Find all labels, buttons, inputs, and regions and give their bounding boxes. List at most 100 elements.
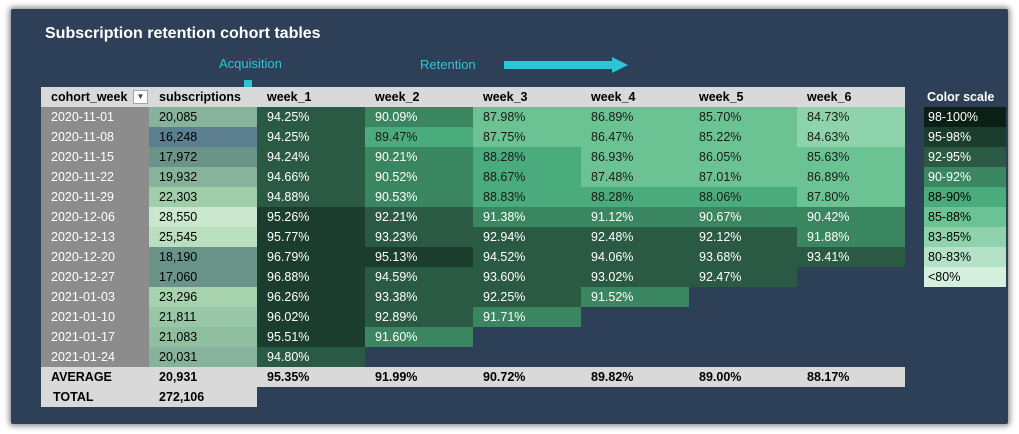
- cohort-week-cell[interactable]: 2020-12-27: [41, 267, 149, 287]
- subscriptions-cell[interactable]: 19,932: [149, 167, 257, 187]
- retention-cell-week-1[interactable]: 96.02%: [257, 307, 365, 327]
- retention-cell-week-5[interactable]: 90.67%: [689, 207, 797, 227]
- retention-cell-week-2[interactable]: 89.47%: [365, 127, 473, 147]
- dropdown-filter-icon[interactable]: ▼: [133, 90, 148, 104]
- retention-cell-week-5[interactable]: 92.47%: [689, 267, 797, 287]
- subscriptions-cell[interactable]: 17,060: [149, 267, 257, 287]
- retention-cell-week-3[interactable]: 91.71%: [473, 307, 581, 327]
- retention-cell-week-2[interactable]: 90.52%: [365, 167, 473, 187]
- subscriptions-cell[interactable]: 17,972: [149, 147, 257, 167]
- retention-cell-week-2[interactable]: 90.09%: [365, 107, 473, 127]
- retention-cell-week-6[interactable]: 87.80%: [797, 187, 905, 207]
- average-week-3[interactable]: 90.72%: [473, 367, 581, 387]
- retention-cell-week-6[interactable]: 93.41%: [797, 247, 905, 267]
- average-week-5[interactable]: 89.00%: [689, 367, 797, 387]
- retention-cell-week-4[interactable]: 94.06%: [581, 247, 689, 267]
- retention-cell-week-4[interactable]: 86.89%: [581, 107, 689, 127]
- retention-cell-week-4[interactable]: 91.12%: [581, 207, 689, 227]
- retention-cell-week-5[interactable]: 88.06%: [689, 187, 797, 207]
- retention-cell-week-1[interactable]: 94.25%: [257, 127, 365, 147]
- average-week-1[interactable]: 95.35%: [257, 367, 365, 387]
- retention-cell-week-1[interactable]: 95.77%: [257, 227, 365, 247]
- retention-cell-week-4[interactable]: 86.47%: [581, 127, 689, 147]
- retention-cell-week-5[interactable]: 93.68%: [689, 247, 797, 267]
- retention-cell-week-1[interactable]: 94.88%: [257, 187, 365, 207]
- cohort-week-cell[interactable]: 2020-11-01: [41, 107, 149, 127]
- retention-cell-week-4[interactable]: 93.02%: [581, 267, 689, 287]
- cohort-week-cell[interactable]: 2020-12-06: [41, 207, 149, 227]
- retention-cell-week-1[interactable]: 95.26%: [257, 207, 365, 227]
- retention-cell-week-6[interactable]: 86.89%: [797, 167, 905, 187]
- subscriptions-cell[interactable]: 16,248: [149, 127, 257, 147]
- retention-cell-week-1[interactable]: 96.88%: [257, 267, 365, 287]
- retention-cell-week-3[interactable]: 87.98%: [473, 107, 581, 127]
- average-week-4[interactable]: 89.82%: [581, 367, 689, 387]
- retention-cell-week-6[interactable]: 90.42%: [797, 207, 905, 227]
- retention-cell-week-3[interactable]: 87.75%: [473, 127, 581, 147]
- retention-cell-week-2[interactable]: 90.53%: [365, 187, 473, 207]
- retention-cell-week-2[interactable]: 93.38%: [365, 287, 473, 307]
- retention-cell-week-1[interactable]: 94.25%: [257, 107, 365, 127]
- cohort-week-cell[interactable]: 2020-11-22: [41, 167, 149, 187]
- cohort-week-cell[interactable]: 2020-11-15: [41, 147, 149, 167]
- retention-cell-week-2[interactable]: 92.89%: [365, 307, 473, 327]
- cohort-week-cell[interactable]: 2020-11-08: [41, 127, 149, 147]
- average-subscriptions[interactable]: 20,931: [149, 367, 257, 387]
- retention-cell-week-3[interactable]: 93.60%: [473, 267, 581, 287]
- retention-cell-week-3[interactable]: 94.52%: [473, 247, 581, 267]
- retention-cell-week-1[interactable]: 95.51%: [257, 327, 365, 347]
- cohort-week-cell[interactable]: 2021-01-10: [41, 307, 149, 327]
- cohort-week-cell[interactable]: 2021-01-17: [41, 327, 149, 347]
- subscriptions-cell[interactable]: 28,550: [149, 207, 257, 227]
- retention-cell-week-4[interactable]: 91.52%: [581, 287, 689, 307]
- subscriptions-cell[interactable]: 25,545: [149, 227, 257, 247]
- table-row: 2020-12-13 25,545 95.77% 93.23% 92.94% 92.48%…: [41, 227, 905, 247]
- retention-cell-week-2[interactable]: 90.21%: [365, 147, 473, 167]
- retention-cell-week-2[interactable]: 92.21%: [365, 207, 473, 227]
- subscriptions-cell[interactable]: 21,811: [149, 307, 257, 327]
- average-week-2[interactable]: 91.99%: [365, 367, 473, 387]
- cohort-week-cell[interactable]: 2021-01-24: [41, 347, 149, 367]
- cohort-week-cell[interactable]: 2020-12-20: [41, 247, 149, 267]
- retention-cell-week-1[interactable]: 96.26%: [257, 287, 365, 307]
- retention-cell-week-2[interactable]: 95.13%: [365, 247, 473, 267]
- retention-cell-week-6[interactable]: 84.73%: [797, 107, 905, 127]
- total-subscriptions[interactable]: 272,106: [149, 387, 257, 407]
- retention-cell-week-1[interactable]: 94.80%: [257, 347, 365, 367]
- retention-cell-week-4[interactable]: 92.48%: [581, 227, 689, 247]
- retention-cell-week-2[interactable]: 91.60%: [365, 327, 473, 347]
- subscriptions-cell[interactable]: 21,083: [149, 327, 257, 347]
- cohort-week-cell[interactable]: 2021-01-03: [41, 287, 149, 307]
- subscriptions-cell[interactable]: 20,031: [149, 347, 257, 367]
- retention-cell-week-5[interactable]: 92.12%: [689, 227, 797, 247]
- retention-cell-week-3[interactable]: 92.94%: [473, 227, 581, 247]
- cohort-week-cell[interactable]: 2020-11-29: [41, 187, 149, 207]
- retention-cell-week-2[interactable]: 93.23%: [365, 227, 473, 247]
- retention-cell-week-3[interactable]: 88.67%: [473, 167, 581, 187]
- cohort-week-cell[interactable]: 2020-12-13: [41, 227, 149, 247]
- subscriptions-cell[interactable]: 23,296: [149, 287, 257, 307]
- retention-cell-week-6[interactable]: 85.63%: [797, 147, 905, 167]
- retention-cell-week-1[interactable]: 94.66%: [257, 167, 365, 187]
- retention-cell-week-3[interactable]: 92.25%: [473, 287, 581, 307]
- retention-cell-week-5[interactable]: 85.22%: [689, 127, 797, 147]
- retention-cell-week-5[interactable]: 85.70%: [689, 107, 797, 127]
- retention-cell-week-1[interactable]: 96.79%: [257, 247, 365, 267]
- retention-cell-week-4[interactable]: 88.28%: [581, 187, 689, 207]
- subscriptions-cell[interactable]: 22,303: [149, 187, 257, 207]
- retention-cell-week-5[interactable]: 87.01%: [689, 167, 797, 187]
- retention-cell-week-3[interactable]: 88.83%: [473, 187, 581, 207]
- retention-cell-week-4[interactable]: 86.93%: [581, 147, 689, 167]
- color-scale-item: 98-100%: [924, 107, 1006, 127]
- subscriptions-cell[interactable]: 20,085: [149, 107, 257, 127]
- retention-cell-week-4[interactable]: 87.48%: [581, 167, 689, 187]
- retention-cell-week-6[interactable]: 91.88%: [797, 227, 905, 247]
- retention-cell-week-3[interactable]: 91.38%: [473, 207, 581, 227]
- retention-cell-week-3[interactable]: 88.28%: [473, 147, 581, 167]
- retention-cell-week-1[interactable]: 94.24%: [257, 147, 365, 167]
- average-week-6[interactable]: 88.17%: [797, 367, 905, 387]
- retention-cell-week-2[interactable]: 94.59%: [365, 267, 473, 287]
- retention-cell-week-5[interactable]: 86.05%: [689, 147, 797, 167]
- subscriptions-cell[interactable]: 18,190: [149, 247, 257, 267]
- retention-cell-week-6[interactable]: 84.63%: [797, 127, 905, 147]
